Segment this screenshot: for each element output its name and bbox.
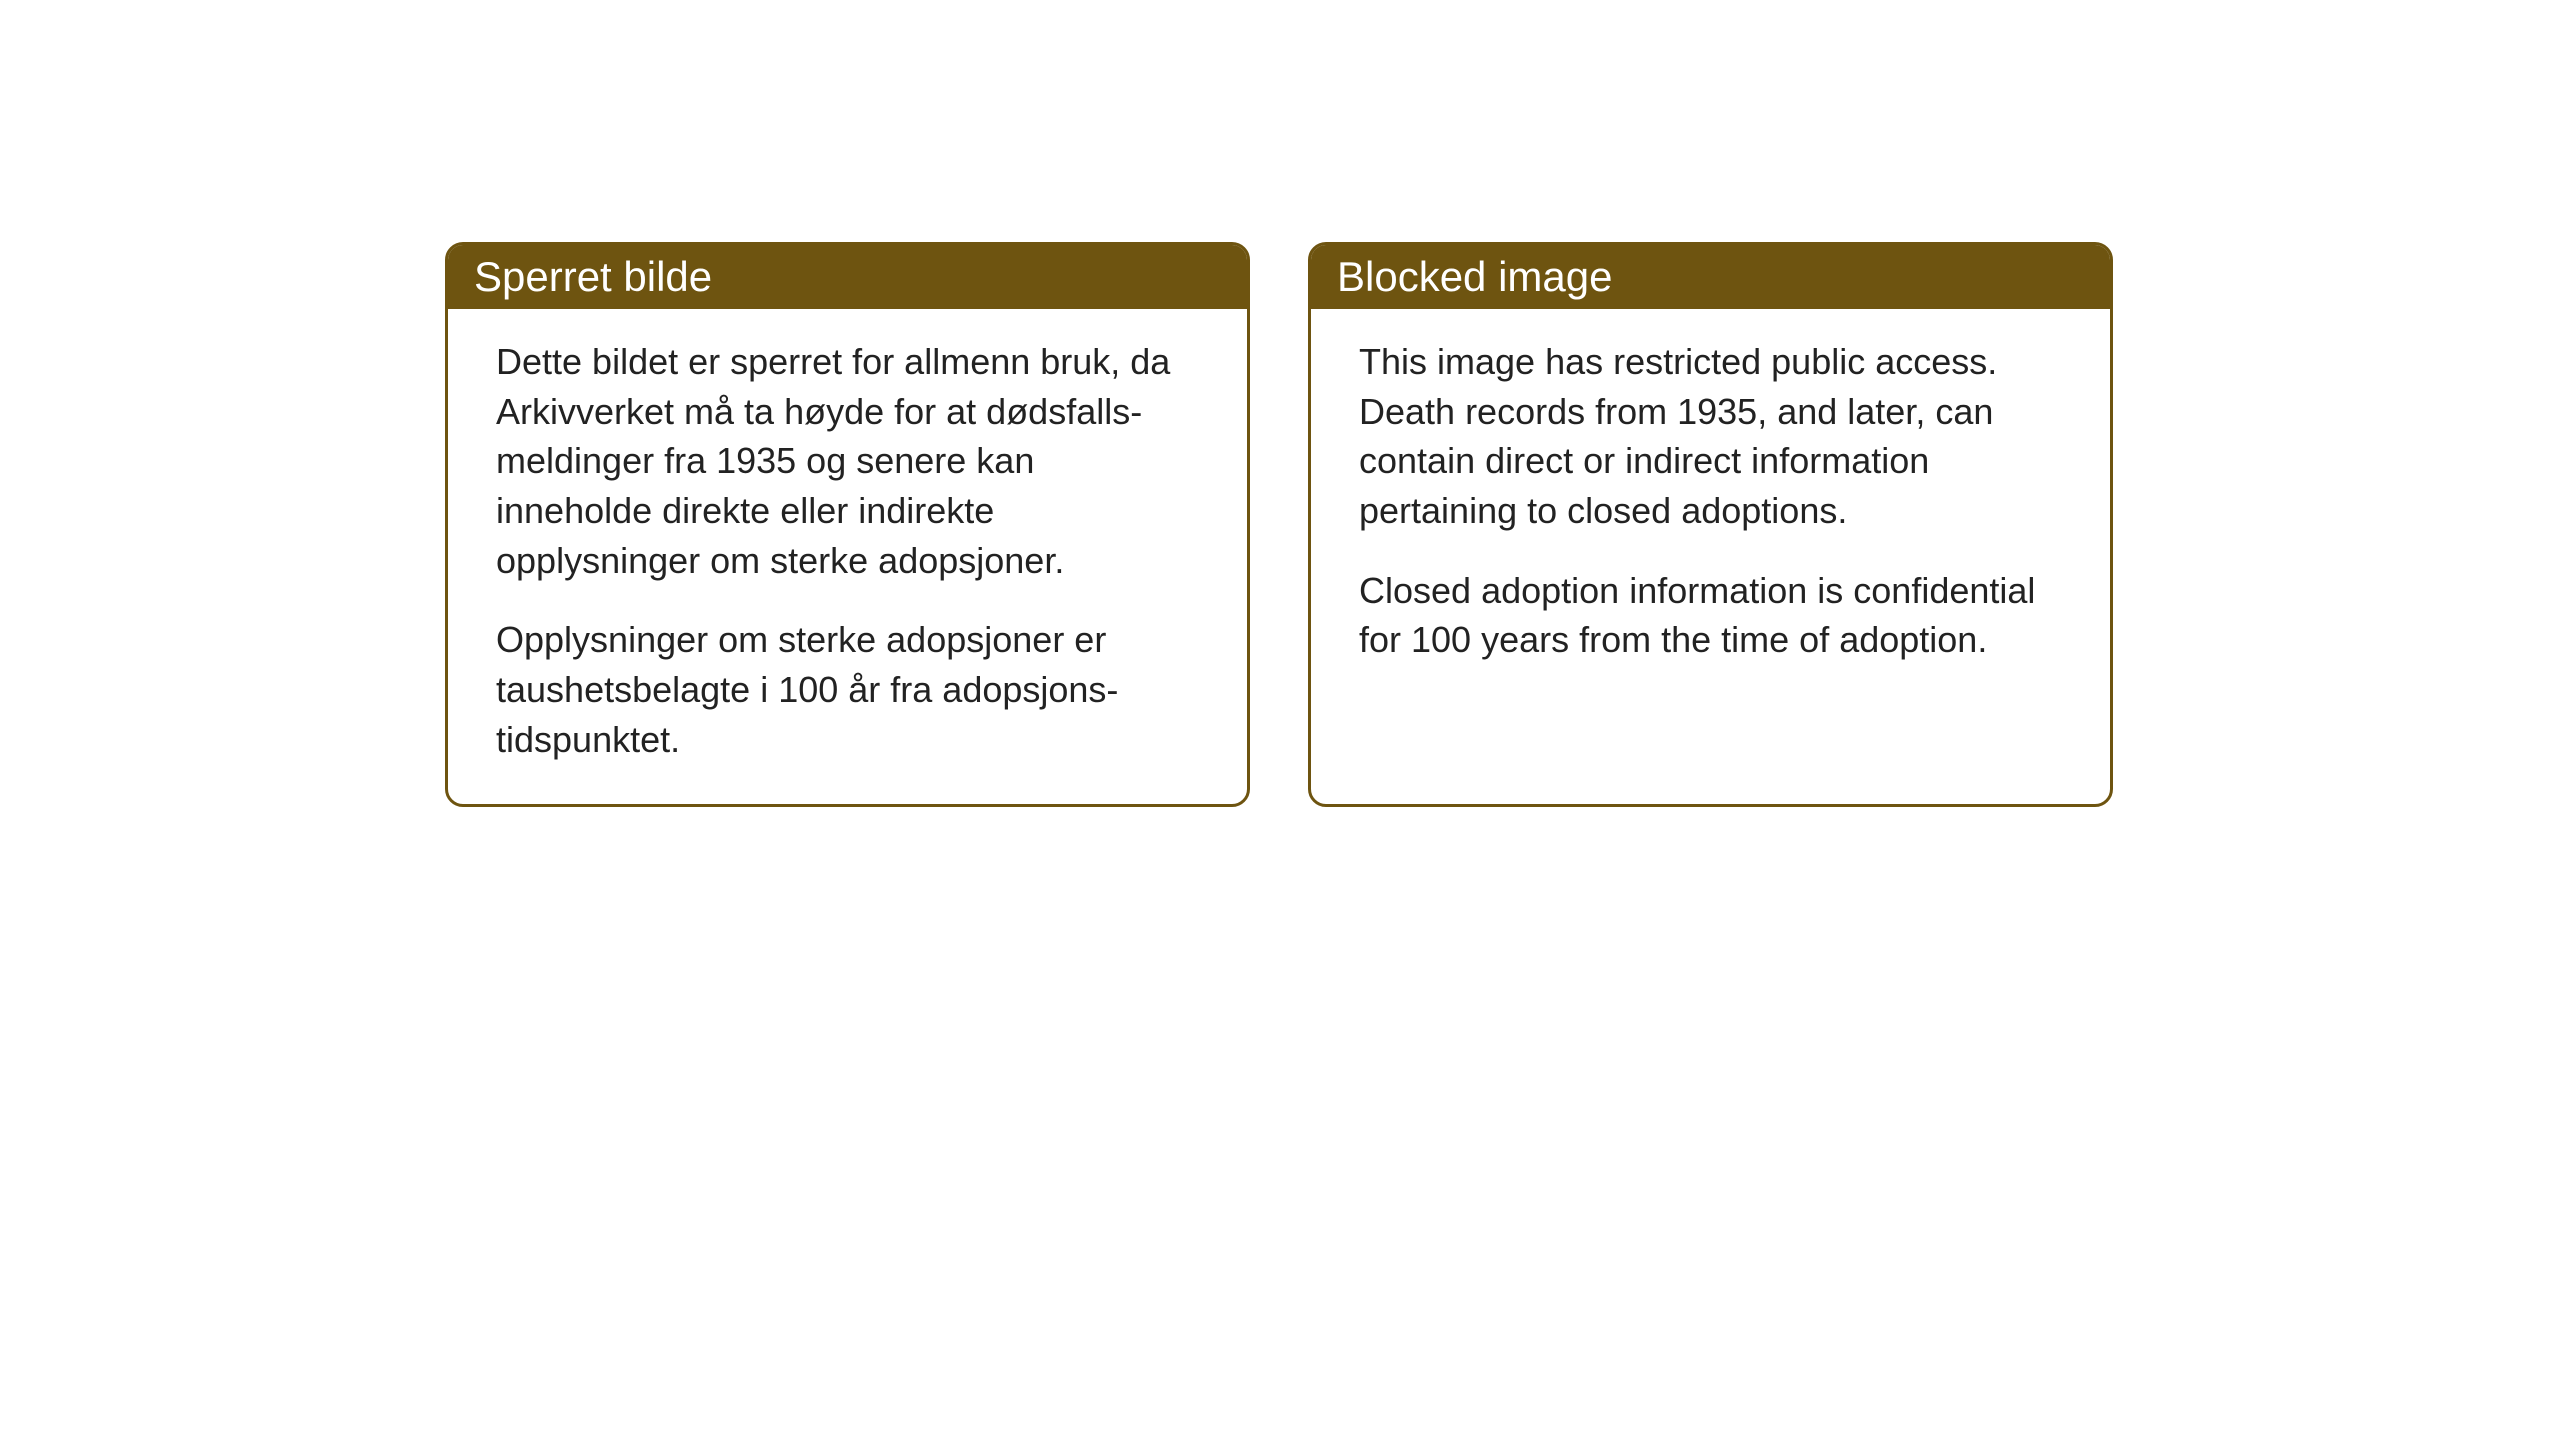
card-paragraph-2-english: Closed adoption information is confident… xyxy=(1359,566,2062,665)
card-header-norwegian: Sperret bilde xyxy=(448,245,1247,309)
card-paragraph-1-english: This image has restricted public access.… xyxy=(1359,337,2062,536)
card-body-english: This image has restricted public access.… xyxy=(1311,309,2110,705)
card-paragraph-1-norwegian: Dette bildet er sperret for allmenn bruk… xyxy=(496,337,1199,585)
card-body-norwegian: Dette bildet er sperret for allmenn bruk… xyxy=(448,309,1247,804)
notice-card-english: Blocked image This image has restricted … xyxy=(1308,242,2113,807)
notice-cards-container: Sperret bilde Dette bildet er sperret fo… xyxy=(445,242,2113,807)
card-header-english: Blocked image xyxy=(1311,245,2110,309)
notice-card-norwegian: Sperret bilde Dette bildet er sperret fo… xyxy=(445,242,1250,807)
card-paragraph-2-norwegian: Opplysninger om sterke adopsjoner er tau… xyxy=(496,615,1199,764)
